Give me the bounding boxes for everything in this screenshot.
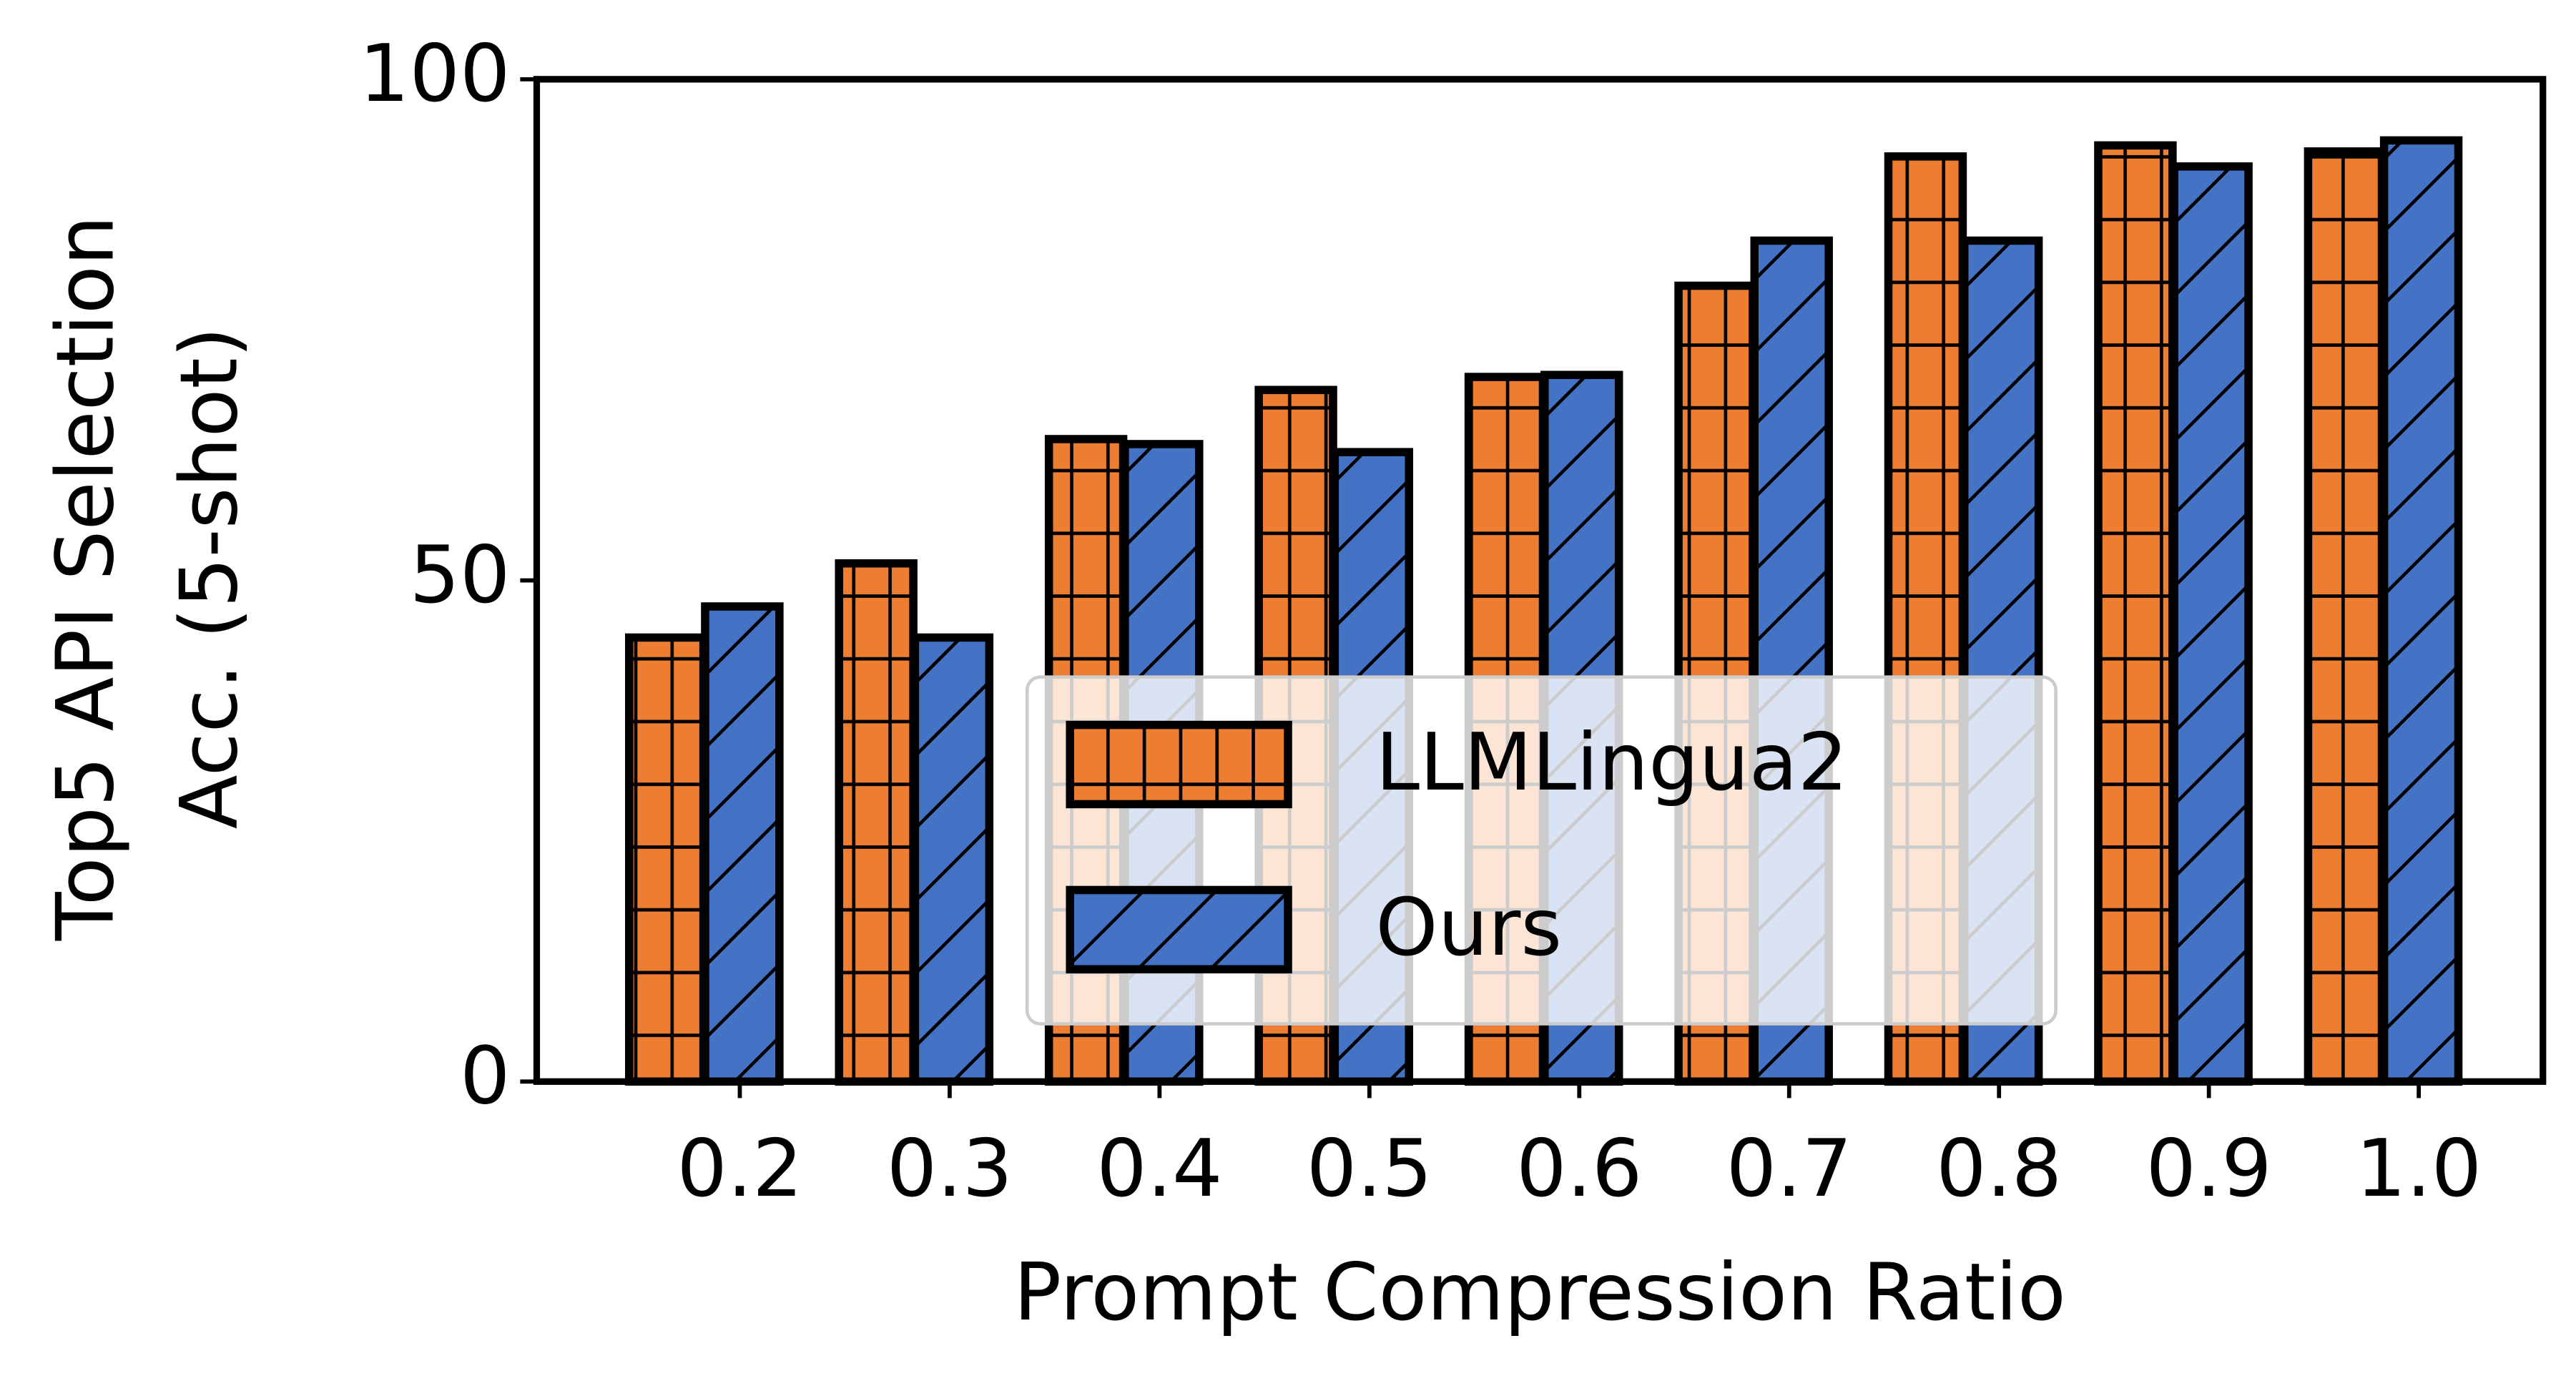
x-tick-label: 0.2: [677, 1123, 802, 1215]
bar-hatch: [835, 559, 918, 1086]
y-tick-label: 0: [460, 1031, 511, 1123]
x-tick-label: 0.3: [887, 1123, 1013, 1215]
legend-label: LLMLingua2: [1375, 717, 1848, 809]
bar-hatch: [2304, 147, 2387, 1086]
bar-hatch: [701, 602, 784, 1086]
x-tick-label: 0.9: [2146, 1123, 2272, 1215]
bar-hatch: [2379, 136, 2463, 1086]
y-tick-label: 50: [410, 529, 511, 621]
bar-hatch: [910, 633, 994, 1086]
y-tick-label: 100: [359, 28, 511, 120]
y-axis-label: Acc. (5-shot): [163, 327, 255, 829]
legend-swatch-hatch: [1066, 720, 1292, 809]
legend: LLMLingua2 Ours: [1025, 675, 2058, 1026]
legend-swatch-hatch: [1066, 885, 1292, 974]
x-tick-label: 0.5: [1307, 1123, 1432, 1215]
bar-hatch: [624, 633, 708, 1086]
axes-frame: [533, 76, 2547, 1085]
x-tick-label: 0.7: [1726, 1123, 1852, 1215]
x-tick-label: 0.8: [1936, 1123, 2062, 1215]
x-tick-label: 0.4: [1096, 1123, 1222, 1215]
y-axis-label: Top5 API Selection: [39, 215, 132, 941]
bar-hatch: [2094, 141, 2177, 1086]
x-tick-label: 1.0: [2356, 1123, 2482, 1215]
x-tick-label: 0.6: [1516, 1123, 1642, 1215]
x-axis-label: Prompt Compression Ratio: [1013, 1247, 2066, 1339]
legend-label: Ours: [1375, 882, 1562, 974]
bar-hatch: [2170, 162, 2253, 1086]
